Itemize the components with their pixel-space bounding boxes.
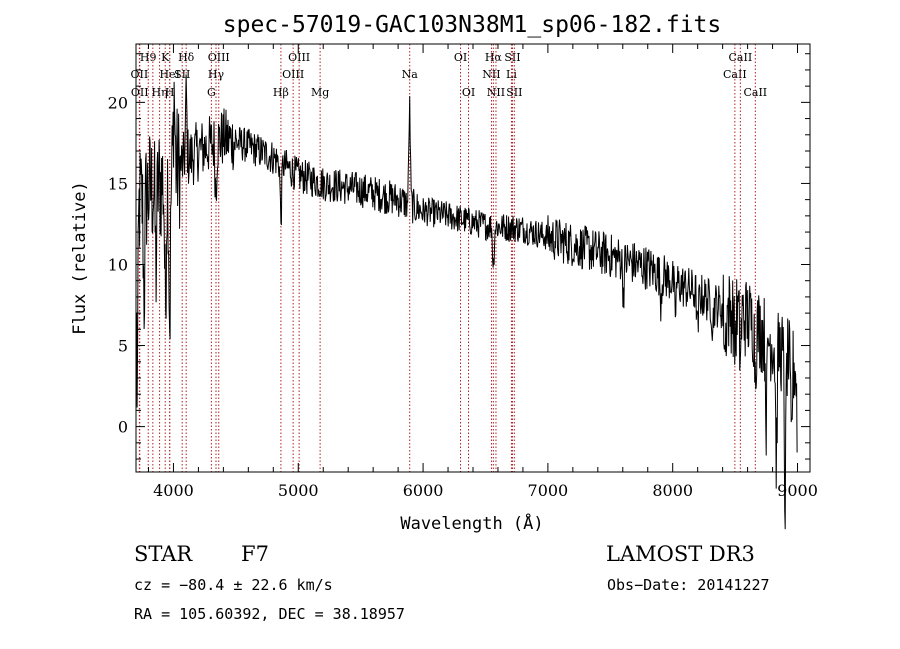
x-tick-label: 6000 <box>403 481 444 500</box>
x-axis-label: Wavelength (Å) <box>400 512 543 534</box>
line-marker-label: Hβ <box>273 86 289 99</box>
line-marker-label: OIII <box>208 51 230 64</box>
x-tick-label: 8000 <box>652 481 693 500</box>
line-marker-label: OI <box>462 86 475 99</box>
line-marker-label: Hα <box>485 51 503 64</box>
survey-label: LAMOST DR3 <box>606 542 755 566</box>
line-marker-label: CaII <box>723 68 747 81</box>
line-marker-label: OIII <box>282 68 304 81</box>
line-marker-label: OII <box>131 68 149 81</box>
obs-date-label: Obs−Date: 20141227 <box>607 576 770 594</box>
y-tick-label: 5 <box>118 337 128 356</box>
x-tick-label: 7000 <box>528 481 569 500</box>
spectrum-line <box>136 74 798 530</box>
line-marker-layer: OII OII H9 Hη K HeI H SII Hδ G Hγ OIII Hβ OIII OIII Mg N… <box>131 44 767 472</box>
line-marker-label: SII <box>504 51 520 64</box>
line-marker-label: Hγ <box>208 68 225 81</box>
line-marker-label: CaII <box>729 51 753 64</box>
subclass-label: F7 <box>241 542 269 566</box>
line-marker-label: OIII <box>288 51 310 64</box>
line-marker-label: H <box>165 86 175 99</box>
x-axis: 4000 5000 6000 7000 8000 9000 <box>147 44 818 500</box>
plot-frame <box>135 43 811 473</box>
line-marker-label: Hδ <box>178 51 195 64</box>
line-marker-label: OII <box>131 86 149 99</box>
line-marker-label: SII <box>174 68 190 81</box>
x-tick-label: 4000 <box>153 481 194 500</box>
line-marker-label: HeI <box>159 68 179 81</box>
line-marker-label: Hη <box>151 86 167 99</box>
x-tick-label: 9000 <box>777 481 818 500</box>
line-marker-label: OI <box>454 51 467 64</box>
spectrum-layer <box>136 74 798 530</box>
x-tick-label: 5000 <box>278 481 319 500</box>
line-marker-label: Li <box>506 68 517 81</box>
line-marker-label: CaII <box>743 86 767 99</box>
y-axis-label: Flux (relative) <box>70 181 90 335</box>
line-marker-label: K <box>161 51 170 64</box>
line-marker-label: Na <box>402 68 419 81</box>
line-marker-label: NII <box>487 86 505 99</box>
y-tick-label: 10 <box>108 255 128 274</box>
line-marker-label: H9 <box>140 51 157 64</box>
line-marker-label: G <box>207 86 216 99</box>
y-axis: 0 5 10 15 20 <box>108 53 810 460</box>
object-class-label: STAR <box>134 542 193 566</box>
line-marker-label: SII <box>506 86 522 99</box>
coordinates-label: RA = 105.60392, DEC = 38.18957 <box>134 605 405 623</box>
y-tick-label: 0 <box>118 418 128 437</box>
redshift-label: cz = −80.4 ± 22.6 km/s <box>134 576 333 594</box>
y-tick-label: 15 <box>108 174 128 193</box>
line-marker-label: Mg <box>311 86 329 99</box>
line-marker-label: NII <box>482 68 500 81</box>
y-tick-label: 20 <box>108 93 128 112</box>
chart-title: spec-57019-GAC103N38M1_sp06-182.fits <box>223 12 722 38</box>
